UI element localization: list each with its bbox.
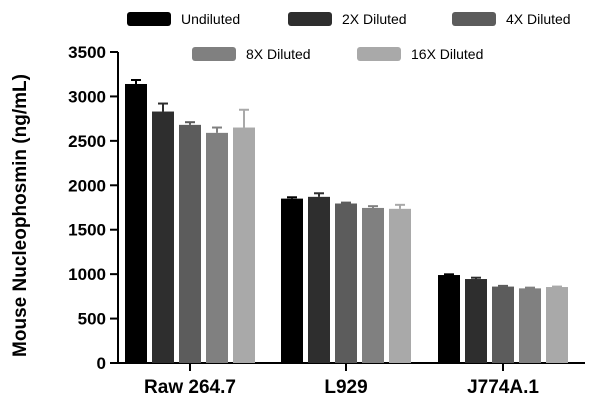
x-axis: Raw 264.7 L929 J774A.1 [118, 362, 585, 398]
bar [125, 83, 147, 363]
legend-label: 8X Diluted [246, 46, 311, 62]
bar [362, 207, 384, 363]
legend-swatch [357, 47, 401, 61]
legend-label: 4X Diluted [506, 11, 571, 27]
legend-label: Undiluted [181, 11, 240, 27]
legend-swatch [192, 47, 236, 61]
legend: Undiluted 2X Diluted 4X Diluted 8X Diluted 1… [127, 11, 571, 62]
bar [492, 286, 514, 363]
bar [152, 111, 174, 363]
bar [179, 124, 201, 363]
y-tick-label: 1000 [68, 265, 106, 284]
bar [206, 132, 228, 363]
bar [519, 288, 541, 363]
bar [233, 127, 255, 364]
bar [465, 279, 487, 363]
legend-swatch [452, 12, 496, 26]
y-tick-label: 3500 [68, 43, 106, 62]
x-tick-label: Raw 264.7 [144, 377, 236, 398]
bar [438, 275, 460, 363]
bar [335, 203, 357, 363]
y-axis: 0 500 1000 1500 2000 2500 3000 3500 [68, 43, 119, 373]
y-tick-label: 2000 [68, 176, 106, 195]
x-tick-label: L929 [324, 377, 367, 398]
bar [389, 208, 411, 363]
x-tick-label: J774A.1 [467, 377, 539, 398]
legend-label: 16X Diluted [411, 46, 483, 62]
legend-swatch [288, 12, 332, 26]
legend-swatch [127, 12, 171, 26]
y-axis-label: Mouse Nucleophosmin (ng/mL) [10, 74, 31, 357]
y-tick-label: 1500 [68, 221, 106, 240]
y-tick-label: 0 [97, 354, 106, 373]
bars [125, 78, 568, 364]
y-tick-label: 2500 [68, 132, 106, 151]
y-tick-label: 500 [78, 310, 106, 329]
y-tick-label: 3000 [68, 87, 106, 106]
bar [281, 198, 303, 363]
legend-label: 2X Diluted [342, 11, 407, 27]
bar [308, 196, 330, 363]
bar [546, 287, 568, 363]
